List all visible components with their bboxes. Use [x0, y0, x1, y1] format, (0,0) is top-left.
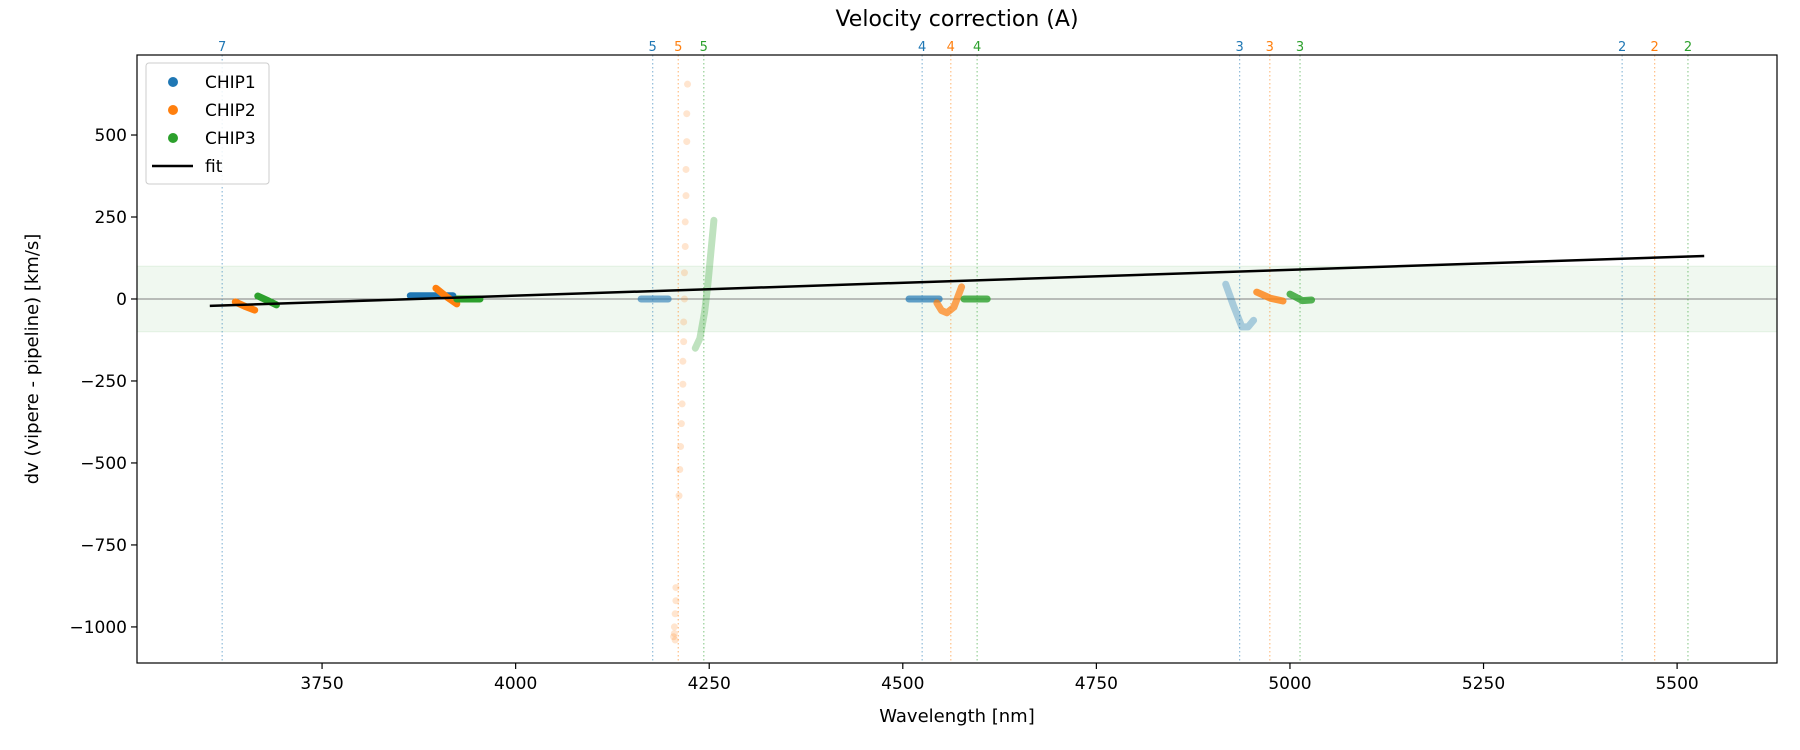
- order-marker-label: 2: [1651, 40, 1659, 55]
- axes-frame: [136, 54, 1778, 664]
- order-marker-label: 5: [700, 40, 708, 55]
- chip2-data-segment: [933, 283, 966, 317]
- chip2-data-point: [675, 492, 683, 500]
- x-tick-label: 4250: [688, 674, 731, 694]
- order-marker-label: 3: [1266, 40, 1274, 55]
- legend-label: CHIP2: [205, 101, 256, 121]
- order-marker-label: 3: [1235, 40, 1243, 55]
- y-tick-label: −750: [80, 536, 127, 556]
- order-marker-label: 3: [1296, 40, 1304, 55]
- order-marker-label: 5: [674, 40, 682, 55]
- chip2-data-point: [672, 597, 680, 605]
- chip2-data-point: [670, 623, 678, 631]
- fit-line: [209, 254, 1705, 308]
- legend-label: CHIP1: [205, 73, 256, 93]
- legend-box: [145, 62, 270, 185]
- chip2-data-point: [680, 338, 688, 346]
- chip2-data-point: [676, 466, 684, 474]
- chip2-data-point: [683, 138, 691, 146]
- fit-line-group: [209, 254, 1705, 308]
- legend-label: CHIP3: [205, 129, 256, 149]
- legend-marker-chip2: [168, 105, 178, 115]
- chip2-data-point: [672, 584, 680, 592]
- x-axis-label: Wavelength [nm]: [879, 706, 1035, 727]
- chip2-data-point: [678, 400, 686, 408]
- chip2-data-point: [680, 295, 688, 303]
- y-tick-label: −500: [80, 454, 127, 474]
- order-markers: 7 5 5 5 4 4 4 3 3 3 2 2 2: [218, 40, 1692, 663]
- chip2-data-segment: [231, 298, 259, 314]
- chip2-data-point: [681, 243, 689, 251]
- order-marker-label: 4: [918, 40, 926, 55]
- legend-label: fit: [205, 157, 223, 177]
- chip2-data-point: [677, 420, 685, 428]
- chart-title: Velocity correction (A): [835, 7, 1078, 32]
- chip2-data-point: [684, 80, 692, 88]
- chip2-data-point: [670, 629, 678, 637]
- chip2-data-segment: [1253, 288, 1287, 305]
- chip2-data-point: [682, 192, 690, 200]
- chip2-data-point: [683, 110, 691, 118]
- x-tick-label: 4750: [1075, 674, 1118, 694]
- y-tick-label: 250: [95, 208, 127, 228]
- chip2-data-point: [679, 380, 687, 388]
- order-marker-label: 7: [218, 40, 226, 55]
- data-series: [231, 80, 1316, 644]
- axis-ticks: 3750 4000 4250 4500 4750 5000 5250 5500 500 250 0 −…: [69, 126, 1698, 694]
- chip2-data-point: [677, 443, 685, 451]
- chip2-data-point: [680, 269, 688, 277]
- x-tick-label: 3750: [300, 674, 343, 694]
- y-tick-label: 500: [95, 126, 127, 146]
- x-tick-label: 4500: [881, 674, 924, 694]
- chip3-data-segment: [691, 216, 718, 352]
- chip2-data-point: [681, 218, 689, 226]
- order-marker-label: 4: [973, 40, 981, 55]
- chip2-data-point: [679, 357, 687, 365]
- order-marker-label: 4: [947, 40, 955, 55]
- chip2-data-point: [682, 165, 690, 173]
- x-tick-label: 4000: [494, 674, 537, 694]
- legend-marker-chip3: [168, 133, 178, 143]
- chip2-data-segment: [432, 284, 461, 308]
- x-tick-label: 5000: [1268, 674, 1311, 694]
- y-tick-label: −250: [80, 372, 127, 392]
- order-marker-label: 5: [649, 40, 657, 55]
- chip3-data-segment: [1286, 290, 1316, 305]
- chip1-data-segment: [1222, 280, 1258, 331]
- order-marker-label: 2: [1684, 40, 1692, 55]
- legend-marker-chip1: [168, 77, 178, 87]
- order-marker-label: 2: [1618, 40, 1626, 55]
- x-tick-label: 5250: [1462, 674, 1505, 694]
- y-tick-label: −1000: [69, 618, 127, 638]
- legend: CHIP1 CHIP2 CHIP3 fit: [145, 62, 270, 185]
- chip2-data-point: [670, 633, 678, 641]
- chip2-data-point: [680, 318, 688, 326]
- y-axis-label: dv (vipere - pipeline) [km/s]: [22, 234, 43, 485]
- chip2-data-point: [671, 636, 679, 644]
- chip2-data-point: [671, 610, 679, 618]
- x-tick-label: 5500: [1655, 674, 1698, 694]
- y-tick-label: 0: [116, 290, 127, 310]
